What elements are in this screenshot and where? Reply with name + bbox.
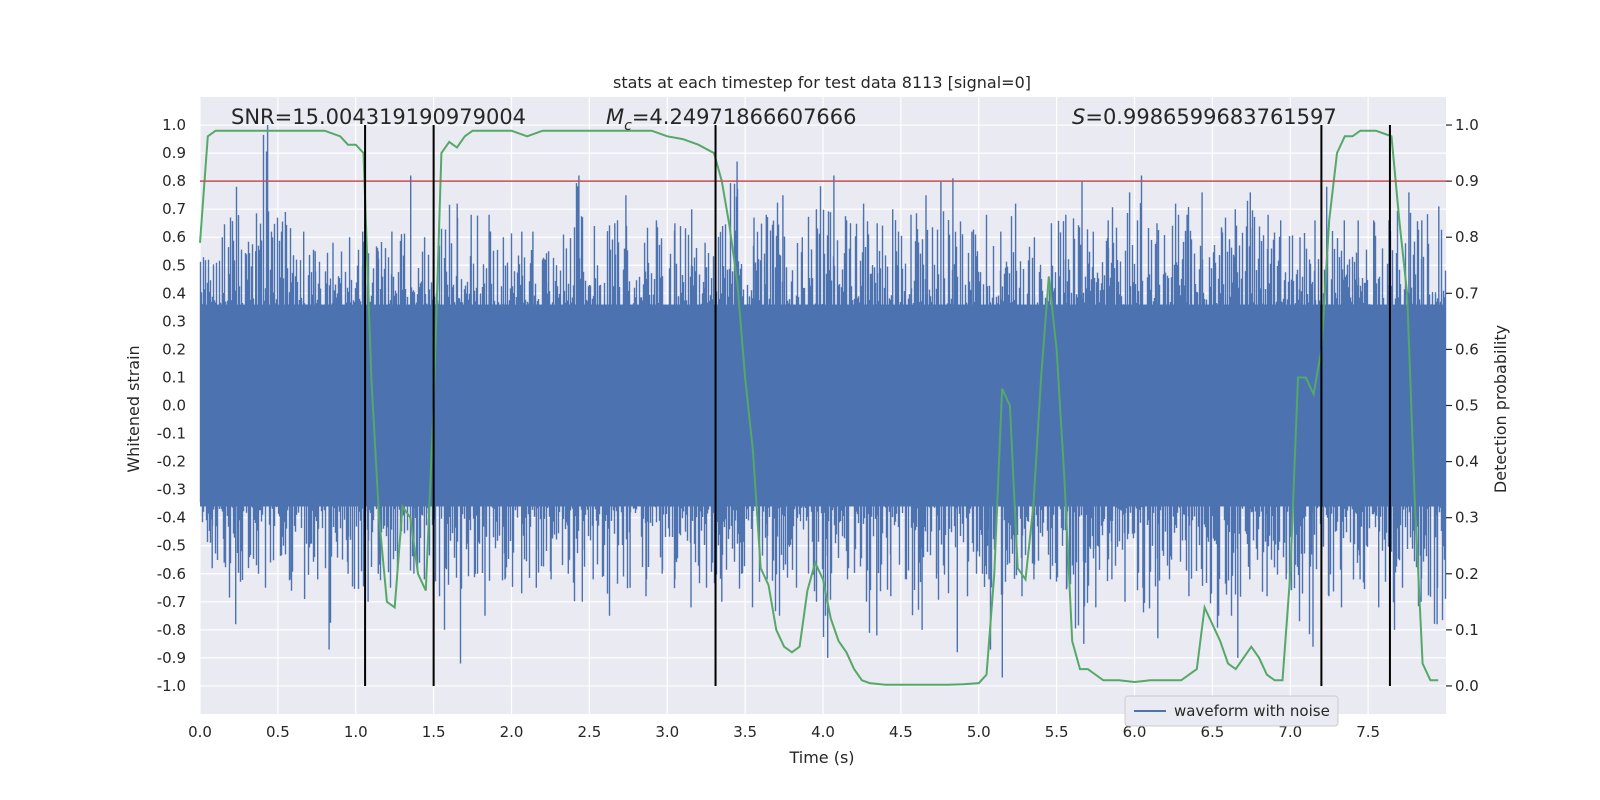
y-tick-label: 0.9 [162,144,186,162]
legend-box [1124,695,1339,727]
probability-line [199,129,1439,686]
x-axis-label: Time (s) [788,748,854,767]
x-tick-label: 7.5 [1356,723,1380,741]
y-tick-label: -0.7 [157,593,186,611]
x-tick-label: 7.0 [1278,723,1302,741]
chirp-mass-symbol: M [606,105,624,129]
x-tick-label: 1.5 [422,723,446,741]
y-axis-label: Whitened strain [124,345,143,472]
y2-tick-label: 0.9 [1455,172,1479,190]
y-tick-label: 0.1 [162,368,186,386]
y-tick-label: 0.4 [162,284,186,302]
y2-tick-label: 0.3 [1455,509,1479,527]
y-tick-label: -0.1 [157,425,186,443]
legend-label-waveform: waveform with noise [1174,702,1330,720]
y2-tick-label: 0.7 [1455,284,1479,302]
y-tick-label: 0.5 [162,256,186,274]
y2-tick-label: 0.6 [1455,340,1479,358]
x-tick-label: 3.5 [733,723,757,741]
y2-axis-label: Detection probability [1491,325,1510,493]
x-tick-label: 1.0 [344,723,368,741]
statistic-value: =0.9986599683761597 [1085,105,1336,129]
y2-tick-label: 0.5 [1455,397,1479,415]
y-tick-label: -0.5 [157,537,186,555]
y-tick-label: 1.0 [162,116,186,134]
x-tick-label: 0.0 [188,723,212,741]
waveform-line [199,125,1447,678]
y2-tick-label: 0.2 [1455,565,1479,583]
statistic-symbol: S [1072,105,1085,129]
x-tick-label: 2.0 [500,723,524,741]
event-markers [200,125,1446,686]
y2-tick-label: 0.8 [1455,228,1479,246]
y-tick-label: -0.3 [157,481,186,499]
y-tick-label: -0.6 [157,565,186,583]
y-tick-label: 0.6 [162,228,186,246]
x-tick-label: 0.5 [266,723,290,741]
chirp-mass-value: =4.24971866607666 [632,105,857,129]
x-tick-label: 3.0 [655,723,679,741]
y2-tick-label: 0.4 [1455,453,1479,471]
x-tick-label: 5.5 [1045,723,1069,741]
x-tick-label: 4.5 [889,723,913,741]
statistic-annotation: S=0.9986599683761597 [1072,105,1337,129]
y-tick-label: 0.2 [162,340,186,358]
y-tick-label: 0.3 [162,312,186,330]
y2-tick-label: 0.0 [1455,677,1479,695]
y2-tick-label: 0.1 [1455,621,1479,639]
snr-annotation: SNR=15.004319190979004 [231,105,526,129]
y-tick-label: -0.9 [157,649,186,667]
y-tick-label: -0.4 [157,509,186,527]
x-tick-label: 4.0 [811,723,835,741]
y-tick-label: 0.7 [162,200,186,218]
x-tick-label: 2.5 [577,723,601,741]
y-tick-label: 0.8 [162,172,186,190]
probability-series [199,129,1439,686]
x-tick-label: 5.0 [967,723,991,741]
x-tick-label: 6.0 [1123,723,1147,741]
y2-tick-label: 1.0 [1455,116,1479,134]
chirp-mass-subscript: c [624,118,632,134]
y-tick-label: 0.0 [162,397,186,415]
chart-title: stats at each timestep for test data 811… [613,73,1031,92]
y-tick-label: -0.8 [157,621,186,639]
waveform-series [199,125,1447,678]
chirp-mass-annotation: Mc=4.24971866607666 [606,105,857,134]
y-tick-label: -0.2 [157,453,186,471]
x-tick-label: 6.5 [1200,723,1224,741]
y-tick-label: -1.0 [157,677,186,695]
axis-ticks: 0.0 0.5 1.0 1.5 2.0 2.5 3.0 3.5 4.0 4.5 5.0 5.5 6.0 6… [157,116,1479,741]
legend: waveform with noise [1124,695,1339,727]
